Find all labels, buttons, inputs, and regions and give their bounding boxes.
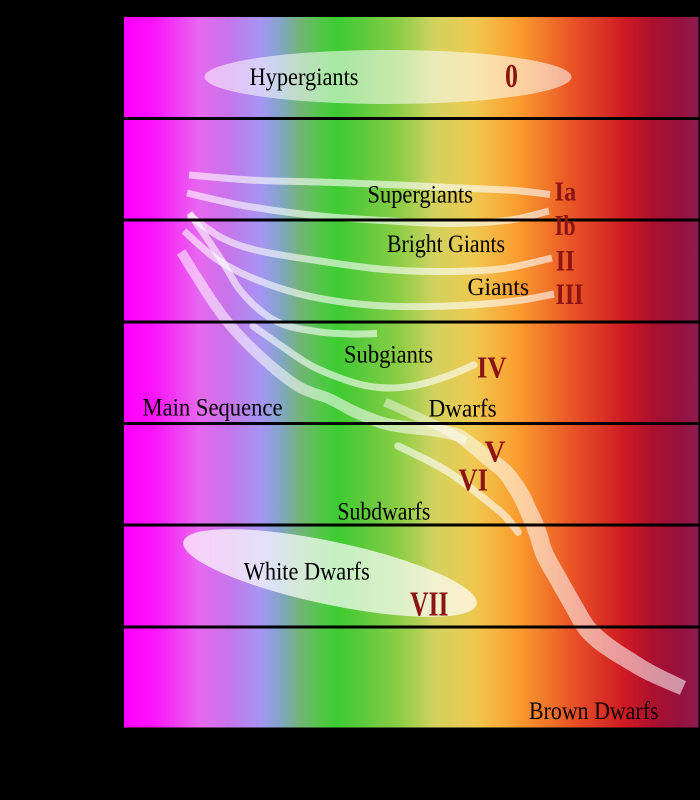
- svg-text:III: III: [556, 279, 584, 311]
- svg-text:Hypergiants: Hypergiants: [250, 64, 359, 91]
- svg-text:White Dwarfs: White Dwarfs: [244, 559, 370, 586]
- svg-text:VII: VII: [410, 585, 449, 624]
- svg-text:Giants: Giants: [468, 274, 530, 301]
- svg-text:II: II: [556, 246, 575, 278]
- svg-text:V: V: [485, 435, 506, 469]
- svg-text:Main Sequence: Main Sequence: [143, 395, 283, 422]
- svg-text:Subdwarfs: Subdwarfs: [337, 499, 430, 526]
- svg-text:Dwarfs: Dwarfs: [429, 396, 497, 423]
- svg-text:VI: VI: [459, 462, 489, 498]
- svg-text:IV: IV: [477, 350, 507, 385]
- svg-text:Ib: Ib: [555, 210, 576, 242]
- svg-text:Bright Giants: Bright Giants: [387, 231, 505, 258]
- svg-text:Supergiants: Supergiants: [368, 182, 474, 209]
- svg-text:Ia: Ia: [555, 177, 577, 207]
- svg-text:0: 0: [505, 58, 518, 95]
- svg-text:Brown Dwarfs: Brown Dwarfs: [529, 698, 659, 725]
- svg-text:Subgiants: Subgiants: [344, 342, 433, 369]
